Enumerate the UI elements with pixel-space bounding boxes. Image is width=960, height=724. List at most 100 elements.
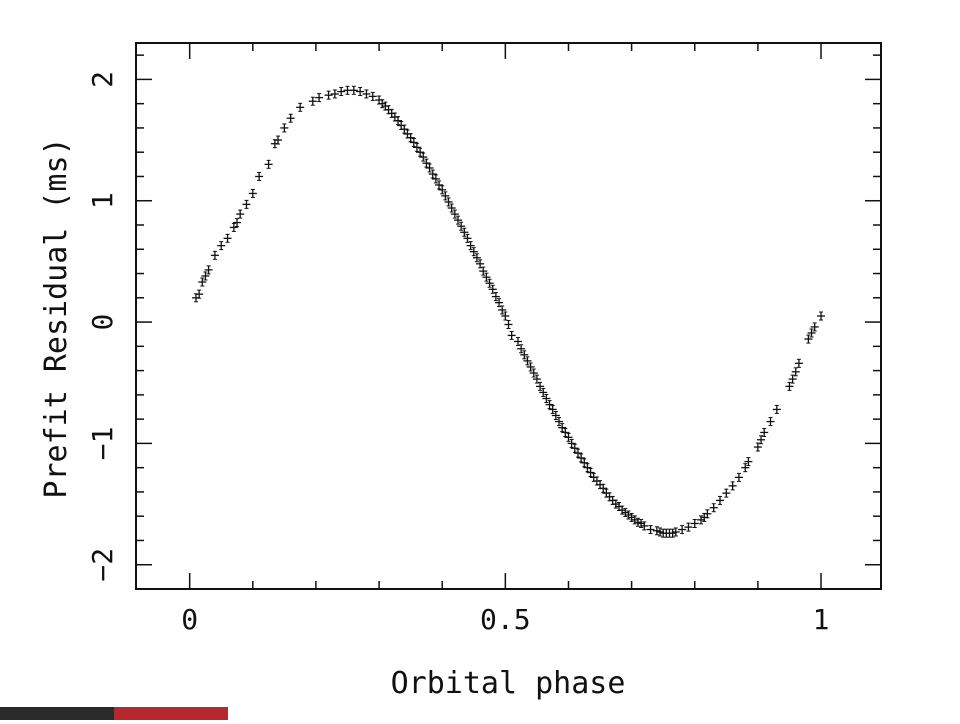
data-point [409,137,418,147]
data-point [296,102,305,112]
data-point [580,458,589,468]
data-point [466,241,475,251]
data-point [529,368,538,378]
data-point [444,197,453,207]
data-point [558,423,567,433]
data-points-layer [191,85,826,538]
data-point [513,336,522,346]
data-point [678,525,687,535]
data-point [210,250,219,260]
data-point [337,87,346,97]
data-point [599,483,608,493]
data-point [469,247,478,257]
x-tick-label: 0.5 [480,603,531,636]
data-point [223,233,232,243]
data-point [286,113,295,123]
data-point [722,488,731,498]
data-point [498,305,507,315]
data-point [441,191,450,201]
data-point [766,417,775,427]
data-point [545,400,554,410]
data-point [646,525,655,535]
data-point [520,350,529,360]
data-point [315,93,324,103]
data-point [447,203,456,213]
data-point [428,169,437,179]
data-point [760,427,769,437]
data-point [772,404,781,414]
data-point [690,518,699,528]
data-point [804,334,813,344]
data-point [539,387,548,397]
data-point [425,163,434,173]
data-point [734,472,743,482]
data-point [504,319,513,329]
plot-frame [135,42,882,590]
data-point [573,448,582,458]
data-point [400,124,409,134]
data-point [583,463,592,473]
x-tick-label: 0 [181,603,198,636]
y-tick-label: −1 [86,427,119,461]
x-axis-label: Orbital phase [391,666,626,701]
data-point [248,188,257,198]
data-point [517,344,526,354]
data-point [785,381,794,391]
data-point [330,89,339,99]
data-point [416,147,425,157]
data-point [463,233,472,243]
data-point [482,272,491,282]
data-point [356,87,365,97]
data-point [229,222,238,232]
data-point [274,135,283,145]
data-point [422,158,431,168]
data-point [728,481,737,491]
data-point [555,417,564,427]
data-point [394,116,403,126]
y-tick-label: 1 [86,192,119,209]
data-point [406,133,415,143]
data-point [807,328,816,338]
data-point [453,215,462,225]
data-point [551,410,560,420]
data-point [195,289,204,299]
data-point [495,298,504,308]
data-point [217,241,226,251]
data-point [264,159,273,169]
data-point [741,463,750,473]
data-point [671,527,680,537]
data-point [757,435,766,445]
data-point [810,322,819,332]
data-point [412,142,421,152]
data-point [523,356,532,366]
data-point [542,394,551,404]
data-point [450,209,459,219]
data-point [476,259,485,269]
data-point [419,152,428,162]
y-tick-label: −2 [86,548,119,582]
data-point [577,453,586,463]
data-point [236,209,245,219]
data-point [564,432,573,442]
data-point [242,199,251,209]
data-point [479,266,488,276]
data-point [548,404,557,414]
y-tick-label: 0 [86,314,119,331]
data-point [532,374,541,384]
data-point [255,171,264,181]
data-point [709,503,718,513]
footer-bar-red [114,707,228,720]
data-point [491,292,500,302]
data-point [788,374,797,384]
axes-layer: 0 0.5 1 −2 −1 0 1 2 [86,43,881,636]
data-point [457,221,466,231]
data-point [703,509,712,519]
data-point [438,185,447,195]
data-point [684,522,693,532]
data-point [204,265,213,275]
data-point [570,443,579,453]
data-point [536,381,545,391]
data-point [567,438,576,448]
data-point [368,91,377,101]
